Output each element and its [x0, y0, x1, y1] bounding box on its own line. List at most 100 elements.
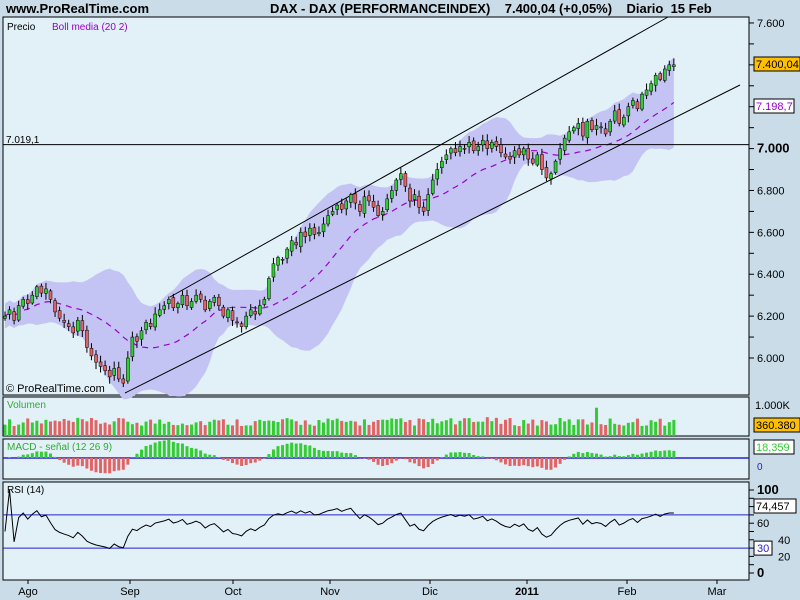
volume-bar — [372, 421, 376, 436]
rsi-tick-label: 20 — [778, 551, 790, 563]
volume-bar — [504, 419, 507, 436]
candle — [194, 294, 198, 302]
macd-bar — [271, 449, 275, 458]
candle — [471, 140, 476, 151]
volume-bar — [567, 419, 571, 436]
macd-last-label: 18,359 — [756, 442, 790, 454]
volume-max-label: 1.000K — [755, 400, 791, 412]
macd-bar — [658, 451, 662, 458]
volume-bar — [121, 418, 125, 436]
boll-value-label-box — [753, 98, 795, 114]
candle — [144, 322, 148, 331]
macd-bar — [622, 456, 626, 458]
candle — [526, 148, 530, 160]
macd-bar — [563, 458, 567, 460]
volume-bar — [112, 421, 116, 436]
macd-bar — [8, 457, 12, 458]
candle — [576, 123, 581, 129]
macd-bar — [153, 442, 157, 458]
macd-bar — [422, 458, 426, 469]
boll-value-label: 7.198,7 — [756, 101, 793, 113]
volume-bar — [667, 422, 671, 436]
macd-bar — [581, 453, 585, 458]
rsi-panel[interactable] — [2, 481, 750, 581]
candle — [430, 179, 435, 194]
volume-bar — [358, 425, 362, 436]
macd-bar — [140, 449, 143, 458]
macd-bar — [449, 452, 453, 458]
macd-bar — [135, 453, 139, 458]
macd-bar — [171, 441, 175, 458]
volume-bar — [235, 419, 239, 436]
macd-bar — [253, 458, 257, 463]
candle — [98, 361, 103, 367]
volume-bar — [517, 426, 521, 436]
volume-bar — [472, 421, 476, 436]
rsi-last-label: 74,457 — [756, 501, 790, 513]
x-tick-label: Mar — [708, 586, 727, 598]
macd-bar — [312, 447, 316, 458]
volume-label: Volumen — [7, 400, 46, 411]
volume-bar — [581, 419, 585, 436]
macd-bar — [21, 454, 25, 458]
volume-bar — [663, 425, 667, 436]
volume-bar — [367, 424, 371, 436]
volume-bar — [576, 419, 580, 436]
volume-bar — [467, 418, 471, 436]
candle — [567, 131, 571, 141]
volume-bar — [140, 425, 143, 436]
candle — [176, 303, 180, 308]
volume-bar — [494, 417, 498, 436]
volume-bar — [185, 425, 189, 436]
volume-last-label: 360.380 — [756, 420, 796, 432]
candle — [362, 196, 367, 214]
macd-bar — [331, 451, 335, 458]
candle — [153, 313, 157, 328]
macd-bar — [112, 458, 116, 472]
volume-bar — [417, 418, 421, 436]
candle — [3, 315, 7, 319]
candle — [426, 194, 430, 211]
macd-bar — [567, 456, 571, 458]
macd-bar — [585, 452, 589, 458]
macd-bar — [326, 450, 330, 458]
volume-bar — [308, 424, 312, 436]
volume-bar — [390, 418, 394, 436]
volume-bar — [426, 421, 430, 436]
volume-bar — [613, 423, 617, 436]
candle — [512, 150, 517, 158]
candle — [239, 323, 244, 327]
macd-bar — [663, 450, 667, 458]
rsi-last-label-box — [753, 498, 797, 514]
macd-bar — [640, 453, 644, 458]
macd-bar — [453, 452, 457, 458]
volume-bar — [258, 419, 262, 436]
candle — [271, 263, 276, 278]
macd-bar — [221, 458, 225, 460]
candle — [235, 321, 239, 324]
macd-bar — [576, 451, 580, 458]
volume-bar — [658, 418, 662, 436]
candle — [130, 336, 135, 357]
candle — [399, 173, 403, 180]
volume-bar — [271, 420, 275, 436]
volume-bar — [449, 418, 453, 436]
volume-bar — [635, 418, 639, 436]
candle — [444, 154, 449, 160]
candle — [21, 299, 25, 307]
candle — [603, 128, 608, 135]
candle — [62, 320, 66, 323]
candle — [562, 137, 567, 151]
macd-bar — [94, 458, 98, 473]
candle — [276, 257, 280, 266]
candle — [262, 299, 267, 305]
volume-bar — [49, 421, 52, 436]
candle — [585, 121, 590, 139]
macd-bar — [76, 458, 80, 466]
volume-bar — [176, 425, 180, 436]
macd-bar — [231, 458, 234, 464]
candle — [198, 293, 203, 300]
candle — [312, 227, 317, 235]
volume-bar — [21, 422, 25, 436]
